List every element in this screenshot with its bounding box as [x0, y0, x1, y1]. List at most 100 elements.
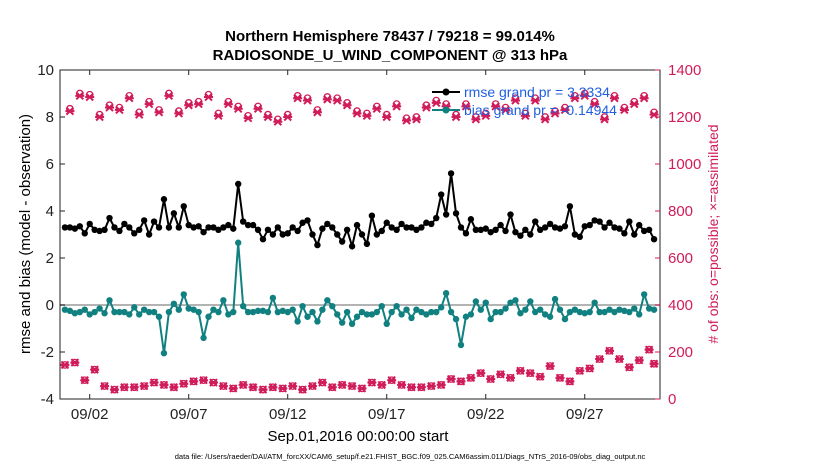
y-right-tick-label: 0: [668, 391, 676, 408]
bias-point: [140, 306, 148, 313]
bias-point: [150, 308, 158, 316]
rmse-point: [338, 238, 346, 245]
rmse-point: [393, 226, 400, 233]
bias-point: [76, 308, 84, 316]
bias-point: [467, 311, 475, 318]
bias-point: [512, 297, 519, 304]
low-count-markers: [60, 345, 659, 394]
bias-point: [541, 311, 549, 318]
bias-point: [556, 306, 564, 313]
count-high-assimilated-marker: [471, 115, 481, 124]
count-low-assimilated-marker: [614, 354, 624, 364]
bias-point: [418, 308, 425, 316]
rmse-point: [556, 225, 564, 232]
rmse-point: [205, 224, 212, 231]
count-high-assimilated-marker: [600, 115, 610, 124]
count-high-assimilated-marker: [213, 111, 223, 121]
bias-point: [61, 306, 69, 313]
rmse-point: [591, 217, 598, 224]
rmse-point: [309, 231, 316, 238]
rmse-point: [210, 224, 217, 231]
count-low-assimilated-marker: [337, 380, 347, 390]
bias-point: [210, 306, 217, 313]
y-axis-label: rmse and bias (model - observation): [17, 114, 34, 354]
x-axis: 09/02 09/07 09/12 09/17 09/22 09/27: [71, 70, 604, 423]
count-low-assimilated-marker: [436, 380, 446, 390]
rmse-point: [487, 228, 494, 236]
bias-point: [145, 308, 153, 316]
y-right-tick-label: 1200: [668, 109, 701, 126]
rmse-point: [636, 221, 643, 229]
count-low-assimilated-marker: [624, 363, 634, 372]
bias-point: [220, 297, 227, 304]
rmse-point: [269, 231, 277, 238]
bias-point: [121, 308, 128, 316]
count-high-assimilated-marker: [164, 91, 174, 101]
y-tick-label: -2: [41, 344, 54, 361]
count-low-assimilated-marker: [149, 378, 159, 387]
bias-point: [195, 308, 202, 316]
count-high-assimilated-marker: [174, 109, 184, 118]
count-high-assimilated-marker: [154, 108, 164, 117]
rmse-series: [61, 170, 658, 251]
chart-subtitle: RADIOSONDE_U_WIND_COMPONENT @ 313 hPa: [213, 47, 568, 64]
count-low-assimilated-marker: [545, 361, 555, 371]
rmse-point: [121, 220, 128, 228]
rmse-point: [348, 243, 356, 250]
count-high-assimilated-marker: [421, 103, 431, 112]
bias-point: [334, 311, 341, 318]
count-low-assimilated-marker: [406, 383, 416, 392]
rmse-point: [254, 226, 262, 233]
count-low-assimilated-marker: [208, 378, 218, 387]
bias-point: [314, 318, 321, 325]
rmse-point: [145, 231, 153, 238]
y-axis-left: -4 -2 0 2 4 6 8 10: [37, 62, 65, 408]
bias-point: [259, 307, 267, 315]
y-axis-right: 0 200 400 600 800 1000 1200 1400: [655, 62, 701, 408]
rmse-point: [502, 227, 509, 235]
legend-bias-label: bias grand pr = -0.14944: [464, 102, 617, 118]
count-low-assimilated-marker: [446, 374, 456, 384]
legend-rmse-label: rmse grand pr = 3.3334: [464, 84, 610, 100]
count-low-assimilated-marker: [565, 377, 575, 386]
rmse-point: [522, 226, 529, 233]
rmse-point: [220, 224, 227, 231]
count-low-assimilated-marker: [476, 368, 486, 378]
bias-point: [225, 311, 232, 318]
bias-point: [319, 306, 326, 313]
rmse-point: [244, 221, 252, 229]
rmse-point: [398, 220, 405, 228]
y-tick-label: 2: [46, 250, 54, 267]
count-low-assimilated-marker: [159, 380, 169, 390]
rmse-point: [190, 224, 197, 231]
count-low-assimilated-marker: [605, 346, 615, 356]
count-low-assimilated-marker: [109, 385, 119, 394]
count-low-assimilated-marker: [486, 374, 496, 384]
rmse-point: [373, 231, 381, 238]
rmse-point: [482, 225, 489, 232]
count-low-assimilated-marker: [278, 384, 288, 393]
count-high-assimilated-marker: [372, 104, 382, 113]
count-high-assimilated-marker: [124, 93, 134, 103]
bias-point: [289, 306, 296, 313]
x-tick-label: 09/17: [368, 406, 406, 423]
bias-point: [571, 306, 579, 313]
plot-frame: [59, 69, 661, 400]
bias-point: [566, 308, 574, 316]
x-tick-label: 09/22: [467, 406, 505, 423]
bias-point: [497, 308, 504, 316]
bias-point: [165, 308, 173, 316]
bias-point: [576, 308, 584, 316]
count-low-assimilated-marker: [555, 373, 565, 383]
bias-point: [96, 305, 103, 312]
rmse-point: [517, 232, 524, 239]
count-low-assimilated-marker: [258, 385, 268, 394]
count-high-assimilated-marker: [65, 106, 75, 116]
count-low-assimilated-marker: [347, 381, 357, 391]
rmse-point: [155, 224, 163, 231]
count-low-assimilated-marker: [466, 373, 476, 383]
bias-point: [378, 302, 385, 310]
legend: rmse grand pr = 3.3334 bias grand pr = -…: [432, 84, 617, 118]
count-high-assimilated-marker: [352, 109, 362, 118]
count-high-assimilated-marker: [293, 93, 303, 103]
